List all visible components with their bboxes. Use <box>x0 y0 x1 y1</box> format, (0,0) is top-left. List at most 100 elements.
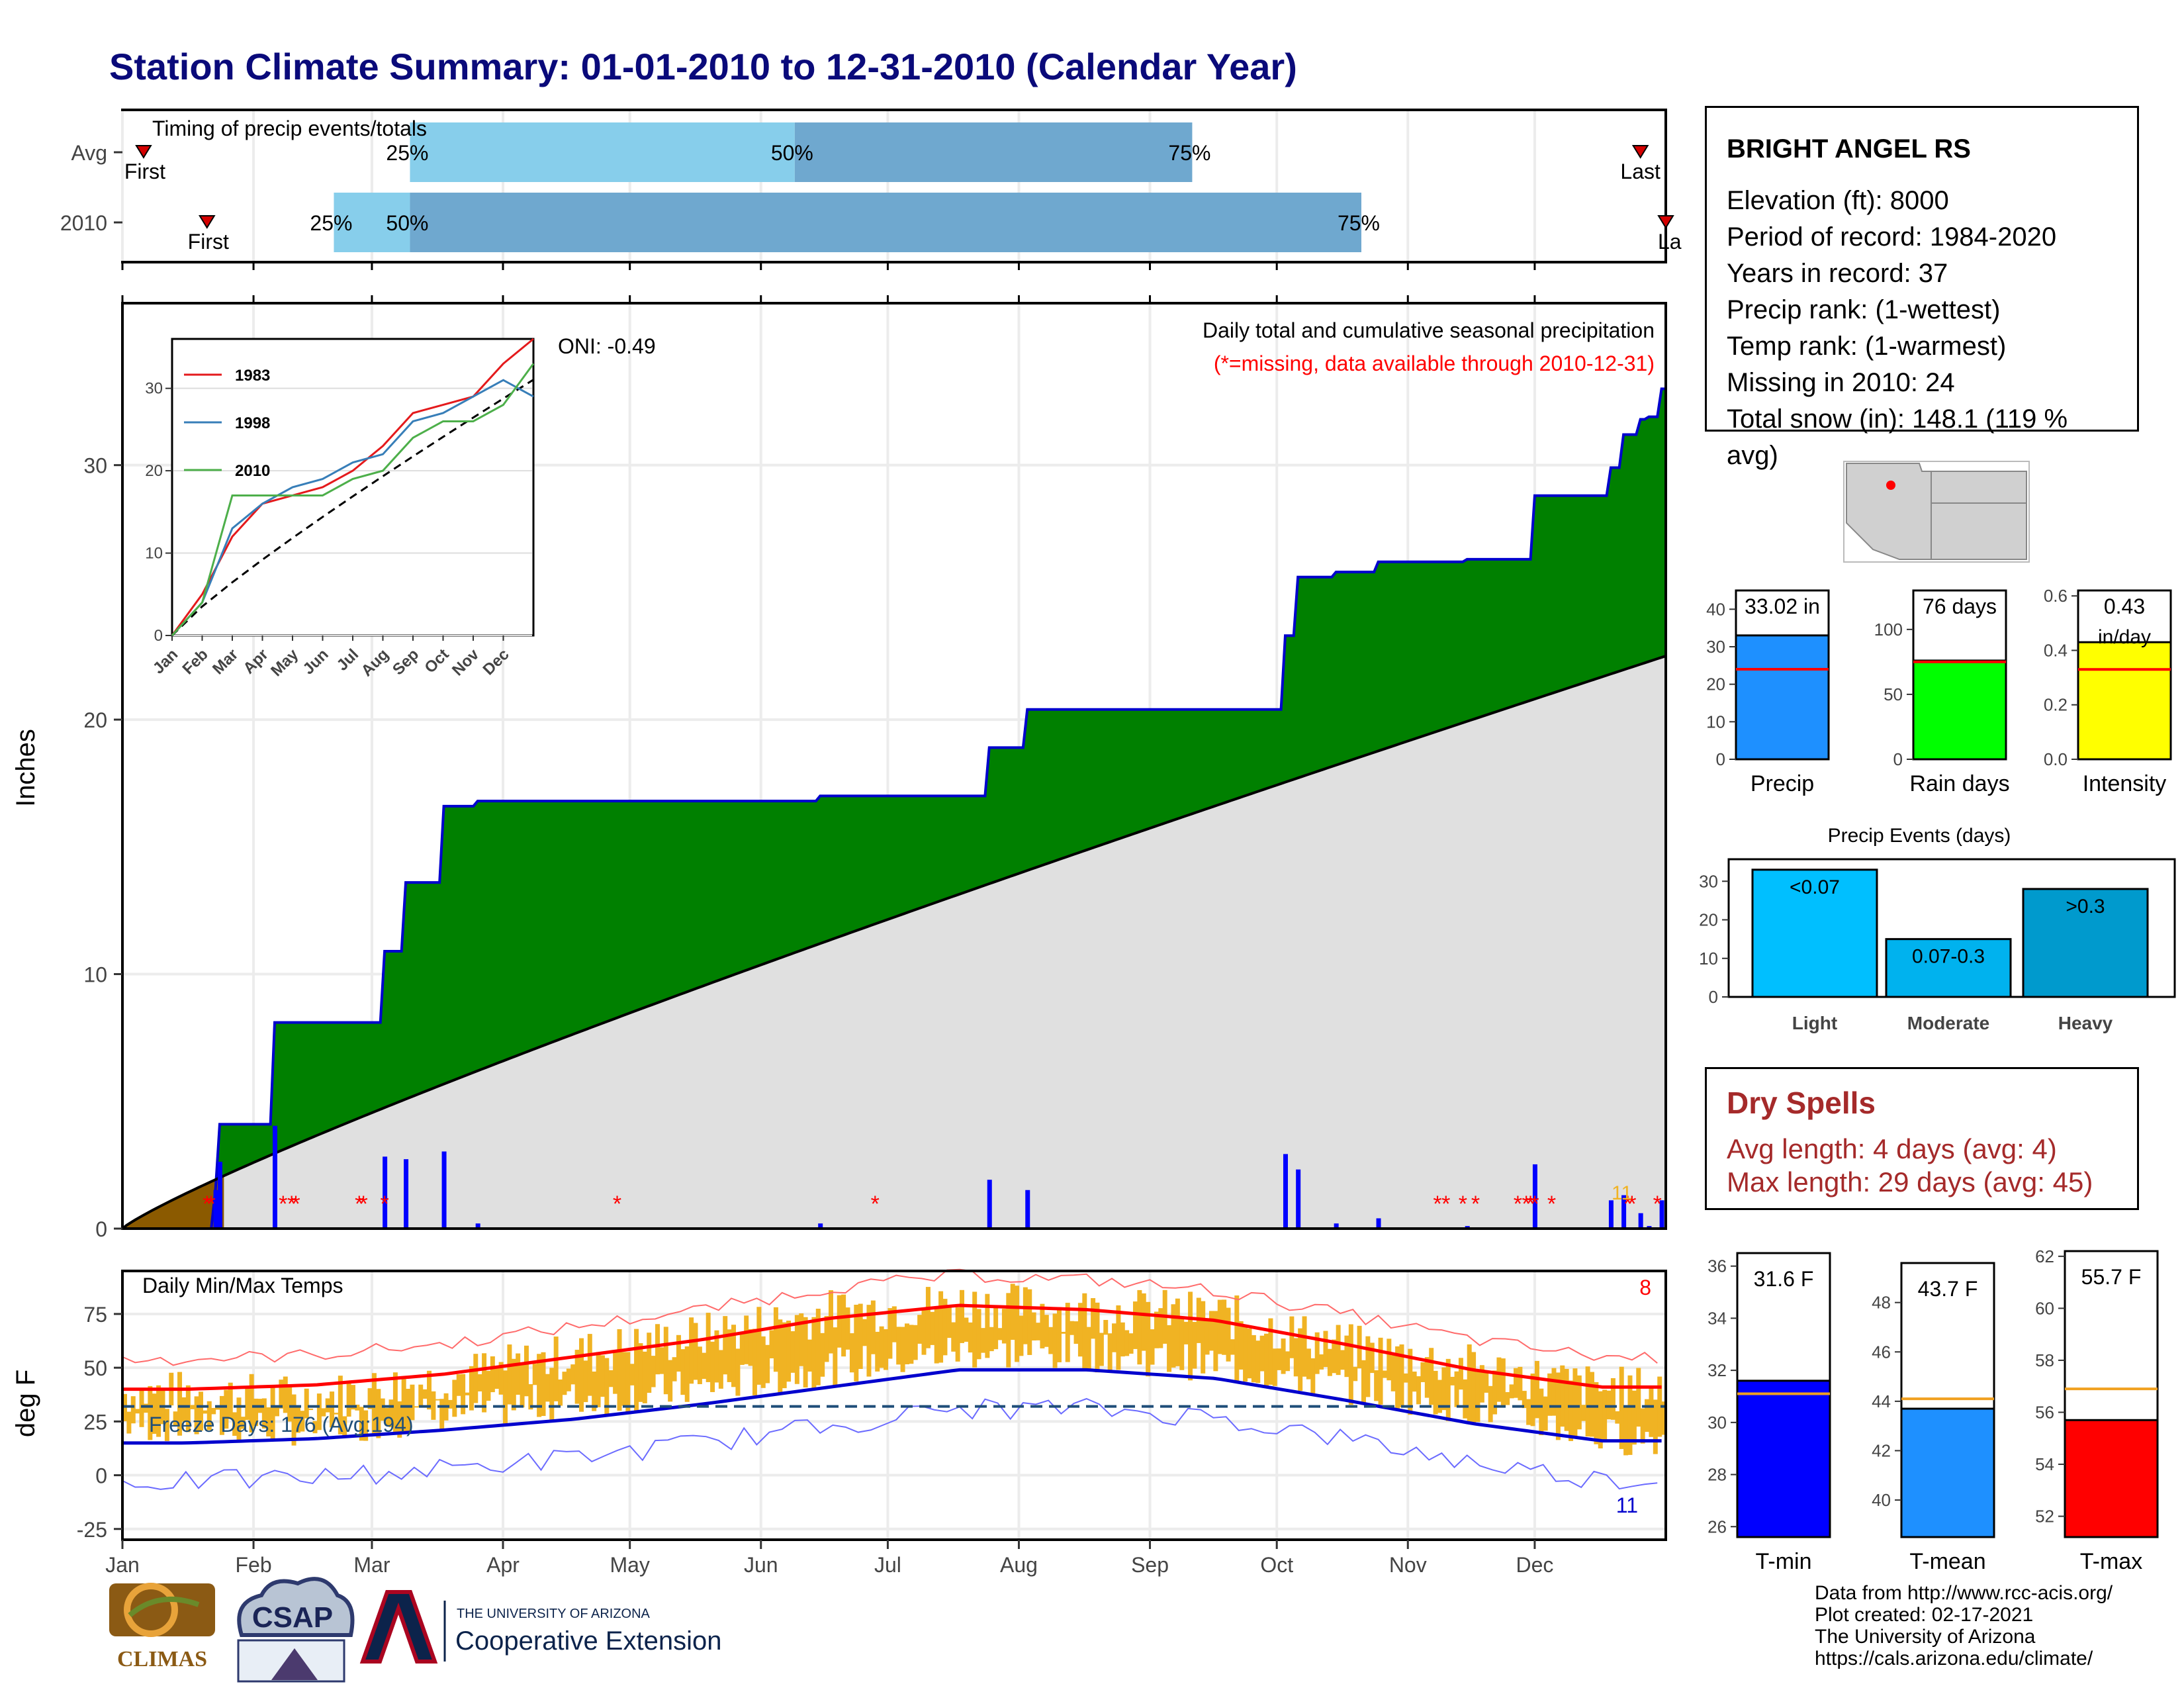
daily-temp-bar <box>1429 1348 1434 1405</box>
daily-temp-bar <box>752 1329 757 1395</box>
daily-temp-bar <box>1001 1309 1007 1344</box>
daily-temp-bar <box>1281 1338 1286 1374</box>
credit-line: Data from http://www.rcc-acis.org/ <box>1815 1582 2113 1604</box>
daily-temp-bar <box>490 1356 495 1393</box>
mini-bar-tick-label: 0 <box>1893 749 1903 769</box>
daily-temp-bar <box>925 1287 931 1348</box>
average-min-line <box>122 1368 1662 1445</box>
mini-bar-tick-label: 20 <box>1706 675 1725 694</box>
daily-precip-bar <box>1334 1223 1339 1229</box>
daily-temp-bar <box>439 1399 445 1430</box>
month-label: Jun <box>744 1553 778 1577</box>
daily-temp-bar <box>980 1328 985 1353</box>
daily-temp-bar <box>1213 1311 1218 1372</box>
daily-temp-bar <box>794 1315 799 1384</box>
missing-marker: * <box>355 1192 363 1217</box>
daily-precip-bar <box>1296 1169 1301 1229</box>
precip-corner-label: 11 <box>1612 1182 1632 1204</box>
daily-temp-bar <box>1433 1370 1438 1415</box>
daily-temp-bar <box>388 1399 394 1428</box>
daily-temp-bar <box>1581 1405 1586 1421</box>
daily-temp-bar <box>1112 1323 1117 1352</box>
month-label: Apr <box>486 1553 520 1577</box>
daily-temp-bar <box>1475 1372 1480 1423</box>
mini-bar-tick-label: 30 <box>1706 637 1725 657</box>
daily-temp-bar <box>316 1393 322 1430</box>
daily-temp-bar <box>1082 1293 1087 1369</box>
daily-temp-bar <box>993 1307 999 1350</box>
csap-logo: CSAP <box>237 1577 355 1683</box>
daily-temp-bar <box>523 1345 529 1397</box>
daily-temp-bar <box>913 1325 918 1360</box>
month-label: May <box>610 1553 649 1577</box>
daily-temp-bar <box>1327 1348 1332 1376</box>
daily-temp-bar <box>516 1353 521 1395</box>
precip-subtitle: Daily total and cumulative seasonal prec… <box>1203 318 1655 342</box>
daily-temp-bar <box>946 1305 952 1338</box>
daily-temp-bar <box>1623 1407 1629 1456</box>
temp-bar <box>2064 1419 2159 1538</box>
events-category-label: Moderate <box>1907 1013 1989 1033</box>
daily-temp-bar <box>638 1343 643 1402</box>
daily-temp-bar <box>862 1319 868 1346</box>
daily-temp-bar <box>689 1317 694 1384</box>
daily-precip-bar <box>1621 1195 1627 1229</box>
mini-bar-tick-label: 0.2 <box>2044 695 2068 715</box>
daily-temp-bar <box>1610 1378 1615 1420</box>
daily-temp-bar <box>739 1334 745 1365</box>
daily-temp-bar <box>870 1300 876 1354</box>
daily-temp-bar <box>1201 1301 1206 1374</box>
missing-marker: * <box>1514 1192 1522 1217</box>
temp-bar-tick-label: 34 <box>1707 1308 1727 1328</box>
climas-logo: CLIMAS <box>109 1583 215 1671</box>
daily-precip-bar <box>273 1125 278 1229</box>
daily-temp-bar <box>414 1406 419 1408</box>
daily-temp-bar <box>1509 1384 1514 1399</box>
daily-temp-bar <box>884 1329 889 1370</box>
daily-temp-bar <box>139 1389 144 1427</box>
daily-temp-bar <box>1146 1301 1151 1377</box>
daily-temp-bar <box>1095 1302 1100 1373</box>
daily-temp-bar <box>1285 1351 1290 1372</box>
daily-temp-bar <box>308 1408 314 1411</box>
daily-temp-bar <box>583 1360 588 1403</box>
daily-temp-bar <box>1505 1392 1510 1405</box>
daily-temp-bar <box>156 1385 161 1437</box>
daily-temp-bar <box>181 1397 187 1422</box>
timing-row-label: Avg <box>71 141 107 165</box>
precip-events-chart: Precip Events (days) 0 10 20 30 <0.07 Light 0.0… <box>1699 825 2176 1033</box>
daily-temp-bar <box>647 1333 652 1393</box>
daily-temp-bar <box>385 1408 390 1426</box>
daily-temp-bar <box>731 1325 737 1387</box>
daily-temp-bar <box>1387 1338 1392 1381</box>
daily-temp-bar <box>904 1323 909 1365</box>
events-tick-label: 20 <box>1699 910 1718 930</box>
daily-temp-bar <box>790 1331 796 1373</box>
daily-temp-bar <box>985 1293 990 1358</box>
daily-temp-bar <box>1154 1311 1159 1348</box>
daily-precip-bar <box>1608 1200 1614 1229</box>
daily-temp-bar <box>1547 1373 1553 1416</box>
daily-temp-bar <box>820 1333 825 1377</box>
inset-ytick-label: 10 <box>145 545 163 563</box>
daily-temp-bar <box>896 1327 901 1365</box>
daily-temp-bar <box>1332 1339 1337 1374</box>
credit-line: https://cals.arizona.edu/climate/ <box>1815 1648 2093 1669</box>
daily-temp-bar <box>266 1407 271 1437</box>
daily-temp-bar <box>1539 1388 1544 1436</box>
daily-temp-bar <box>355 1404 360 1411</box>
daily-precip-bar <box>441 1151 447 1229</box>
daily-precip-bar <box>1025 1190 1030 1229</box>
daily-temp-bar <box>532 1364 537 1385</box>
daily-temp-bar <box>338 1376 343 1434</box>
inset-ytick-label: 30 <box>145 380 163 398</box>
daily-temp-bar <box>866 1305 872 1377</box>
precip-ytick-label: 0 <box>95 1217 107 1241</box>
daily-temp-bar <box>921 1307 927 1355</box>
ua-small-text: THE UNIVERSITY OF ARIZONA <box>457 1607 651 1621</box>
timing-bar-q50-q75 <box>794 122 1193 182</box>
first-label: First <box>188 230 229 254</box>
daily-temp-bar <box>232 1412 238 1436</box>
daily-temp-bar <box>976 1309 981 1360</box>
daily-temp-bar <box>1365 1336 1371 1397</box>
